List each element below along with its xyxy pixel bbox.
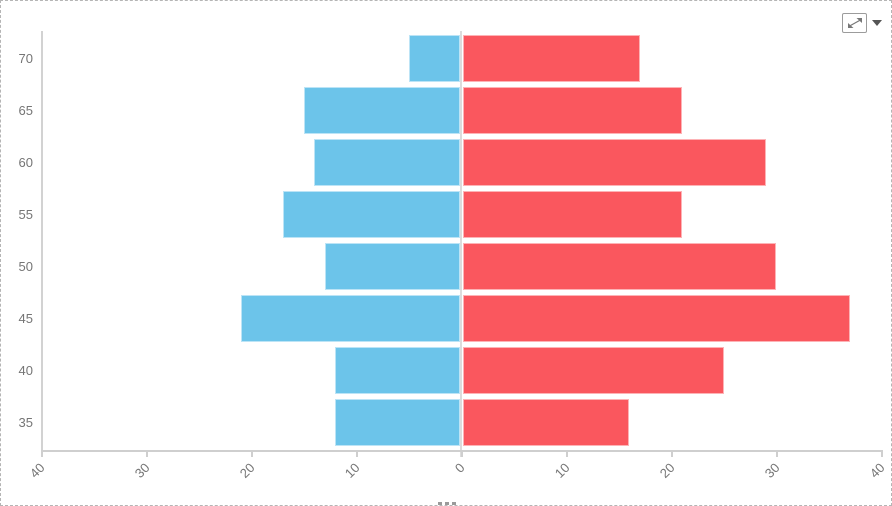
- y-axis-label-45: 45: [18, 311, 33, 326]
- bar-left-55[interactable]: [282, 191, 460, 238]
- bar-right-70[interactable]: [463, 35, 640, 82]
- y-axis-label-35: 35: [18, 415, 33, 430]
- x-axis-label: 10: [341, 460, 363, 481]
- x-axis-tick: [146, 450, 148, 457]
- x-axis-tick: [356, 450, 358, 457]
- fullscreen-icon: [847, 18, 862, 28]
- x-axis-tick: [251, 450, 253, 457]
- x-axis-tick: [776, 450, 778, 457]
- y-axis-line: [41, 31, 43, 451]
- bar-right-35[interactable]: [463, 399, 629, 446]
- x-axis-tick: [41, 450, 43, 457]
- x-axis-label: 30: [761, 460, 783, 481]
- bar-left-45[interactable]: [240, 295, 460, 342]
- x-axis-label: 0: [451, 460, 468, 476]
- y-axis-label-50: 50: [18, 259, 33, 274]
- y-axis-label-60: 60: [18, 155, 33, 170]
- bar-right-55[interactable]: [463, 191, 682, 238]
- y-axis-label-70: 70: [18, 51, 33, 66]
- y-axis-label-55: 55: [18, 207, 33, 222]
- bar-left-40[interactable]: [335, 347, 460, 394]
- bar-left-35[interactable]: [335, 399, 460, 446]
- bar-right-45[interactable]: [463, 295, 850, 342]
- bar-right-40[interactable]: [463, 347, 724, 394]
- x-axis-label: 20: [656, 460, 678, 481]
- x-axis-tick: [671, 450, 673, 457]
- bar-left-50[interactable]: [324, 243, 460, 290]
- x-axis-label: 20: [236, 460, 258, 481]
- bar-left-65[interactable]: [303, 87, 460, 134]
- x-axis-tick: [566, 450, 568, 457]
- x-axis-label: 40: [866, 460, 888, 481]
- bar-right-60[interactable]: [463, 139, 766, 186]
- y-axis-label-40: 40: [18, 363, 33, 378]
- bar-left-60[interactable]: [314, 139, 460, 186]
- bar-right-65[interactable]: [463, 87, 682, 134]
- bar-left-70[interactable]: [408, 35, 460, 82]
- resize-handle[interactable]: [438, 502, 457, 505]
- x-axis-tick: [461, 450, 463, 457]
- bar-right-50[interactable]: [463, 243, 776, 290]
- zero-gridline: [460, 31, 462, 457]
- x-axis-tick: [881, 450, 883, 457]
- fullscreen-button[interactable]: [842, 13, 867, 33]
- x-axis-label: 10: [551, 460, 573, 481]
- y-axis-label-65: 65: [18, 103, 33, 118]
- chart-menu-caret[interactable]: [872, 20, 882, 26]
- x-axis-label: 30: [131, 460, 153, 481]
- x-axis-label: 40: [26, 460, 48, 481]
